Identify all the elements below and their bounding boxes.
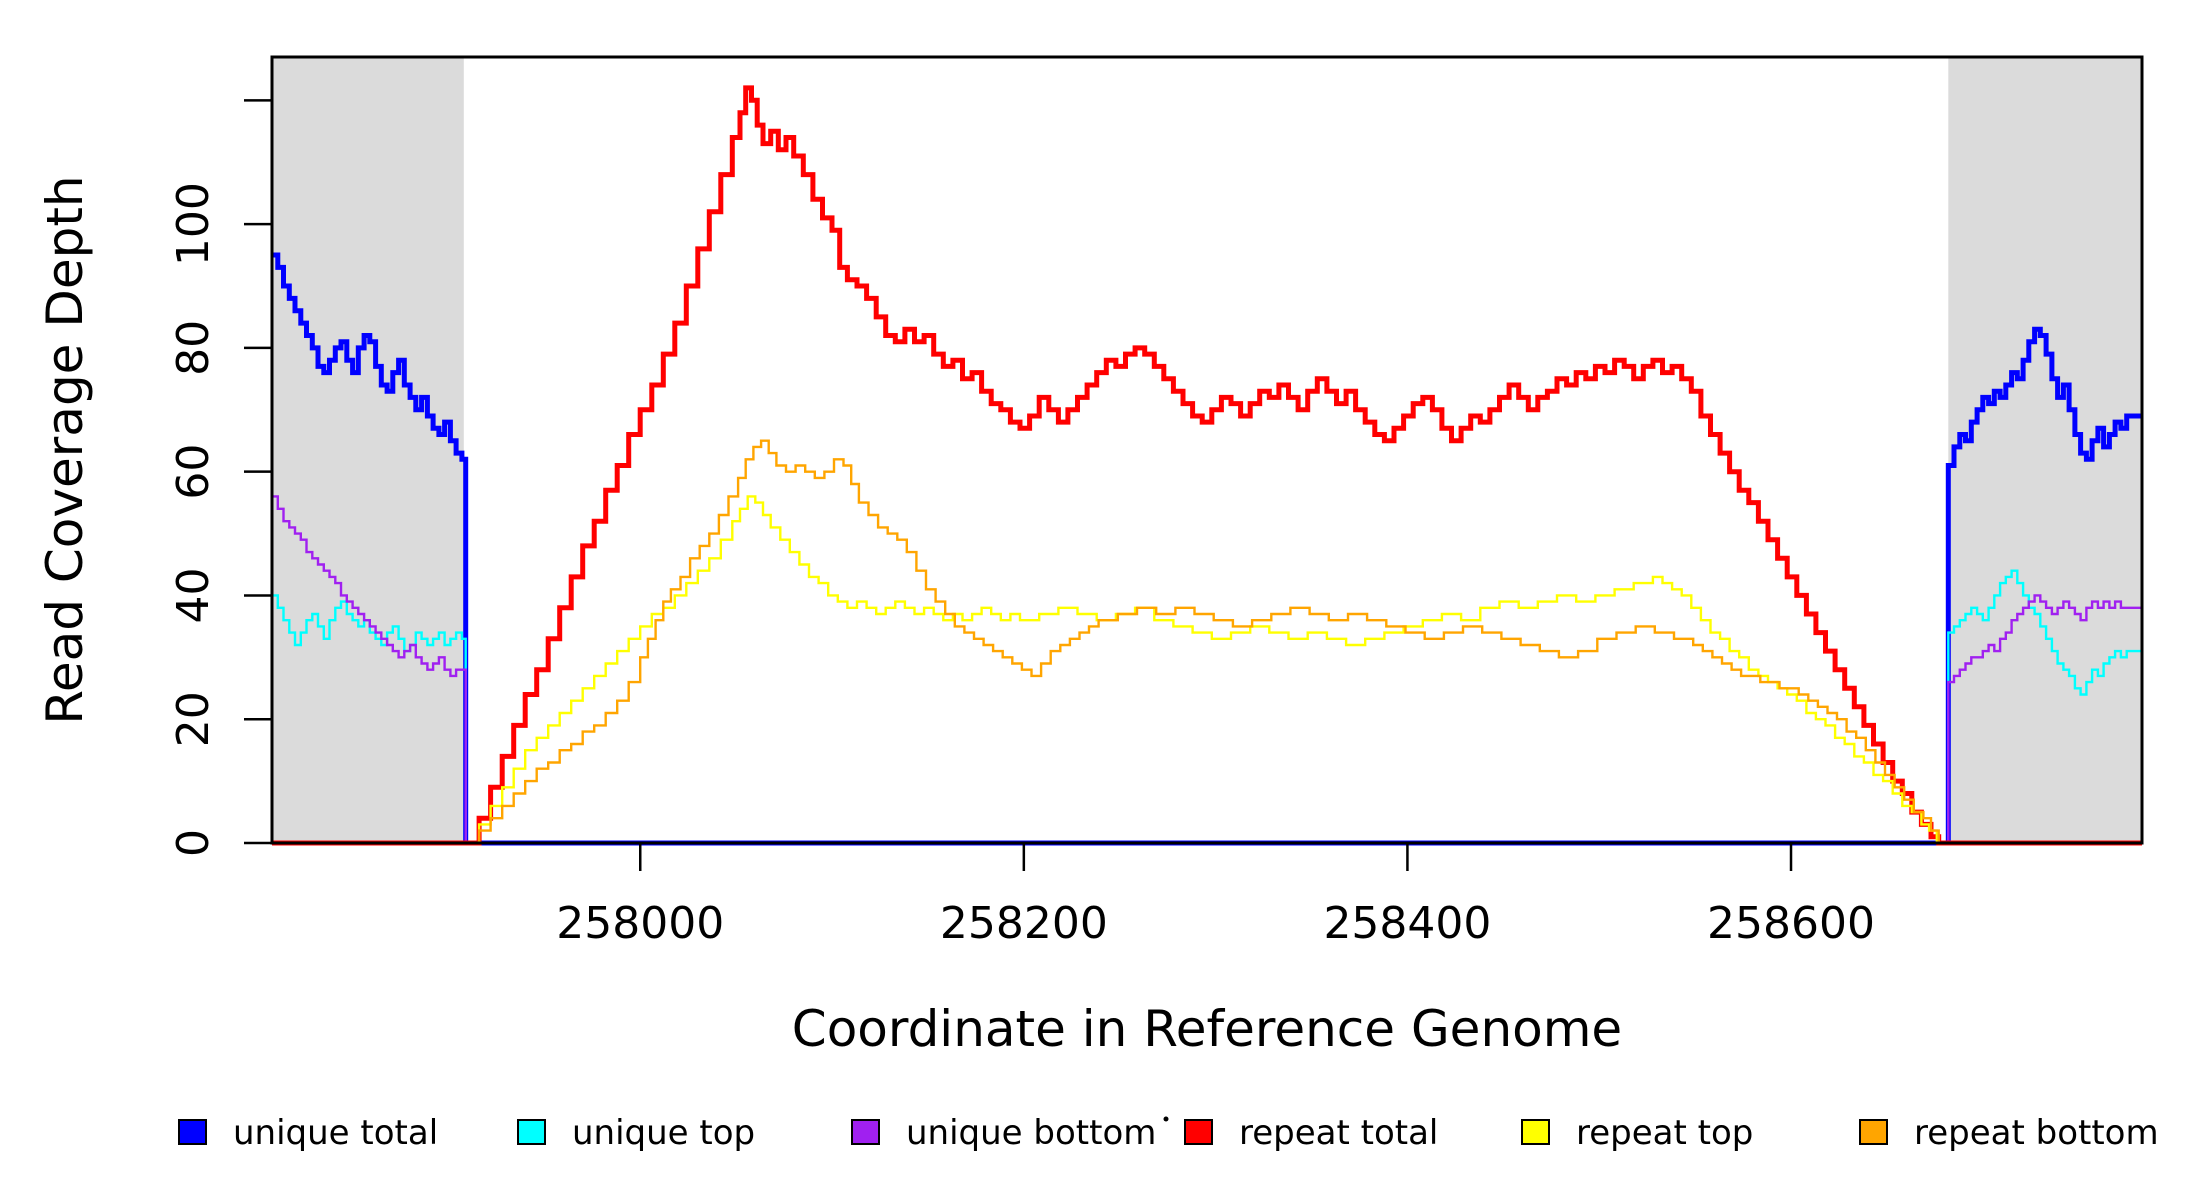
y-tick-label: 0 [168,829,219,857]
legend-item-unique-top: unique top [517,1113,755,1153]
legend-swatch-unique-total [178,1119,207,1145]
shaded-flank-region [272,57,464,843]
y-tick-label: 80 [168,320,219,376]
series-line-repeat-top [272,495,2142,845]
legend-swatch-repeat-top [1521,1119,1550,1145]
y-tick-label: 60 [168,444,219,500]
shaded-regions-layer [272,57,2142,843]
x-tick-label: 258200 [940,898,1108,949]
y-tick-label: 20 [168,691,219,747]
legend: unique total unique top unique bottom repea… [178,1113,2159,1153]
legend-label: repeat bottom [1914,1113,2159,1153]
legend-swatch-unique-top [517,1119,546,1145]
legend-item-repeat-bottom: repeat bottom [1859,1113,2159,1153]
y-axis-title: Read Coverage Depth [36,175,94,724]
legend-swatch-unique-bottom [851,1119,880,1145]
legend-item-unique-total: unique total [178,1113,438,1153]
legend-label: unique top [572,1113,755,1153]
legend-label: repeat total [1239,1113,1438,1153]
legend-swatch-repeat-total [1184,1119,1213,1145]
series-layer [272,85,2142,846]
legend-swatch-repeat-bottom [1859,1119,1888,1145]
legend-label: unique bottom [906,1113,1156,1153]
plot-frame [270,55,2144,845]
legend-item-repeat-top: repeat top [1521,1113,1753,1153]
series-line-unique-top [272,569,2142,845]
series-line-unique-bottom [272,495,2142,845]
legend-label: unique total [233,1113,438,1153]
x-tick-label: 258600 [1707,898,1875,949]
series-line-repeat-total [272,85,2142,846]
stray-dot [1163,1116,1169,1122]
x-axis-title: Coordinate in Reference Genome [792,1000,1622,1058]
axes-layer: 258000 258200 258400 258600 0 20 40 60 80 100 [168,55,2144,949]
legend-item-unique-bottom: unique bottom [851,1113,1156,1153]
y-tick-label: 100 [168,182,219,266]
legend-label: repeat top [1576,1113,1753,1153]
shaded-flank-region [1948,57,2142,843]
x-tick-label: 258400 [1323,898,1491,949]
y-tick-label: 40 [168,567,219,623]
series-line-unique-total [272,252,2142,846]
legend-item-repeat-total: repeat total [1184,1113,1438,1153]
x-tick-label: 258000 [556,898,724,949]
series-line-repeat-bottom [272,439,2142,845]
